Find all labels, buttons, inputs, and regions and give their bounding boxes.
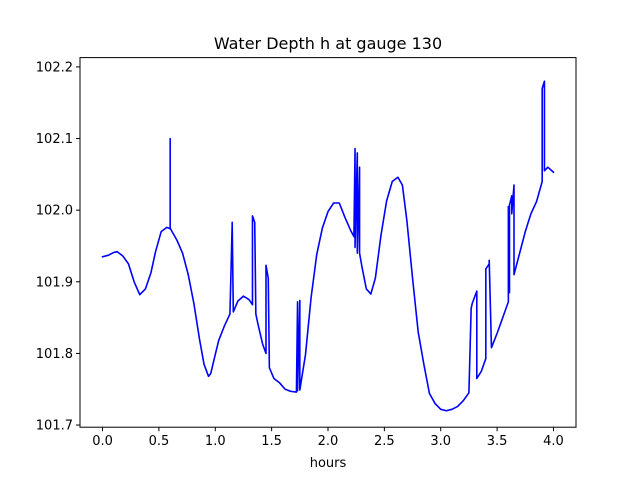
x-tick-label: 4.0 xyxy=(543,434,564,449)
x-tick-label: 1.0 xyxy=(205,434,226,449)
x-tick-label: 3.0 xyxy=(430,434,451,449)
chart-title: Water Depth h at gauge 130 xyxy=(214,34,442,53)
series-line-1 xyxy=(101,80,555,412)
y-tick-label: 101.8 xyxy=(36,347,73,362)
y-tick-label: 101.9 xyxy=(36,275,73,290)
y-tick-label: 102.2 xyxy=(36,60,73,75)
x-axis-label: hours xyxy=(310,456,347,471)
x-tick-label: 1.5 xyxy=(261,434,282,449)
x-tick-label: 0.0 xyxy=(92,434,113,449)
plot-area xyxy=(101,80,555,412)
x-tick-label: 0.5 xyxy=(149,434,170,449)
x-tick-label: 2.0 xyxy=(318,434,339,449)
y-tick-label: 102.0 xyxy=(36,204,73,219)
x-tick-label: 2.5 xyxy=(374,434,395,449)
x-tick-label: 3.5 xyxy=(487,434,508,449)
y-tick-label: 102.1 xyxy=(36,132,73,147)
y-tick-label: 101.7 xyxy=(36,419,73,434)
axes-frame xyxy=(79,57,577,428)
axis-ticks: 0.0 0.5 1.0 1.5 2.0 2.5 3.0 3.5 4.0 101.7 101.8 101… xyxy=(36,60,564,449)
